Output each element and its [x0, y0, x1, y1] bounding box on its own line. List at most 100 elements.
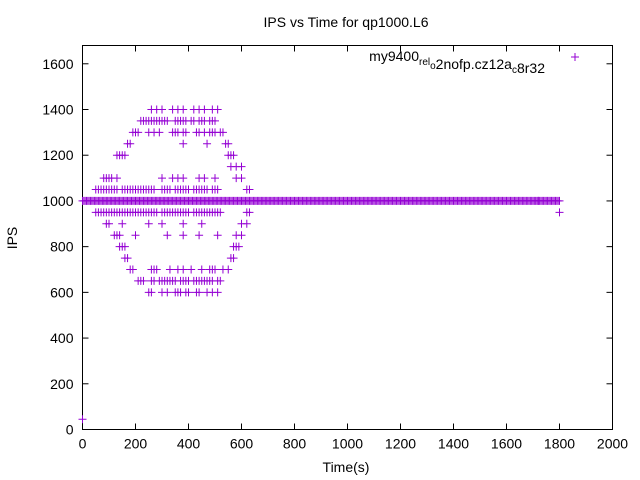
- x-tick-label: 1000: [332, 436, 363, 452]
- data-point: [184, 288, 193, 297]
- data-point: [134, 128, 143, 137]
- data-point: [242, 219, 251, 228]
- y-tick-label: 1400: [42, 102, 73, 118]
- x-tick-label: 1400: [438, 436, 469, 452]
- legend-label-part: rel: [419, 57, 430, 68]
- legend-label-part: my9400: [369, 48, 419, 64]
- data-point: [245, 208, 254, 217]
- data-point: [163, 288, 172, 297]
- x-axis-label: Time(s): [323, 459, 370, 475]
- data-point: [152, 265, 161, 274]
- legend-marker-plus: [571, 53, 579, 61]
- plot-frame: [82, 45, 613, 430]
- y-tick-label: 1600: [42, 56, 73, 72]
- legend: my9400relo2nofp.cz12ac8r32: [369, 48, 579, 76]
- data-point: [213, 105, 222, 114]
- data-point: [155, 128, 164, 137]
- data-point: [112, 174, 121, 183]
- x-tick-label: 600: [230, 436, 254, 452]
- data-point: [147, 288, 156, 297]
- data-point: [78, 415, 87, 424]
- y-tick-label: 1000: [42, 193, 73, 209]
- data-point: [187, 265, 196, 274]
- data-point: [195, 231, 204, 240]
- data-points: [78, 105, 564, 424]
- data-point: [224, 265, 233, 274]
- data-point: [245, 185, 254, 194]
- data-point: [203, 139, 212, 148]
- data-point: [213, 185, 222, 194]
- data-point: [234, 242, 243, 251]
- data-point: [555, 196, 564, 205]
- data-point: [144, 219, 153, 228]
- data-point: [123, 254, 132, 263]
- legend-label: my9400relo2nofp.cz12ac8r32: [369, 48, 545, 76]
- chart-title: IPS vs Time for qp1000.L6: [264, 14, 429, 30]
- data-point: [195, 288, 204, 297]
- data-point: [211, 265, 219, 274]
- x-tick-label: 1200: [385, 436, 416, 452]
- data-point: [200, 105, 209, 114]
- data-point: [211, 174, 219, 183]
- data-point: [179, 174, 188, 183]
- data-point: [181, 128, 190, 137]
- data-point: [158, 219, 166, 228]
- data-point: [126, 139, 135, 148]
- data-point: [237, 174, 246, 183]
- data-point: [131, 231, 140, 240]
- data-point: [218, 128, 227, 137]
- legend-label-part: c: [512, 65, 517, 76]
- y-tick-label: 800: [50, 239, 74, 255]
- legend-marker: [571, 53, 579, 61]
- x-tick-label: 1800: [544, 436, 575, 452]
- data-point: [237, 162, 246, 171]
- data-point: [211, 116, 219, 125]
- data-point: [179, 265, 188, 274]
- data-point: [213, 231, 222, 240]
- data-point: [224, 139, 233, 148]
- data-point: [237, 231, 246, 240]
- x-tick-label: 2000: [597, 436, 628, 452]
- data-point: [179, 219, 188, 228]
- y-tick-label: 1200: [42, 147, 73, 163]
- data-point: [158, 174, 166, 183]
- legend-label-part: o: [430, 61, 436, 72]
- data-point: [115, 231, 124, 240]
- data-point: [179, 105, 188, 114]
- data-point: [197, 219, 206, 228]
- data-point: [179, 139, 188, 148]
- y-tick-label: 400: [50, 330, 74, 346]
- data-point: [229, 254, 238, 263]
- data-point: [163, 116, 172, 125]
- x-tick-label: 1600: [491, 436, 522, 452]
- legend-label-part: 8r32: [517, 60, 545, 76]
- data-point: [213, 288, 222, 297]
- data-point: [229, 151, 238, 160]
- y-tick-label: 600: [50, 284, 74, 300]
- y-tick-label: 200: [50, 376, 74, 392]
- data-point: [120, 151, 129, 160]
- data-point: [165, 265, 174, 274]
- data-point: [197, 265, 206, 274]
- x-tick-label: 800: [283, 436, 307, 452]
- data-point: [200, 174, 209, 183]
- y-tick-label: 0: [66, 422, 74, 438]
- data-point: [163, 231, 172, 240]
- data-point: [150, 185, 159, 194]
- data-point: [105, 219, 113, 228]
- x-tick-label: 400: [177, 436, 201, 452]
- x-tick-label: 200: [124, 436, 148, 452]
- data-point: [120, 242, 129, 251]
- axis-ticks: 0 200 400 600 800 1000 1200 1400 1600 1800 2000 0 20…: [42, 45, 628, 452]
- data-point: [216, 208, 225, 217]
- x-tick-label: 0: [79, 436, 87, 452]
- legend-label-part: 2nofp.cz12a: [436, 56, 512, 72]
- data-point: [555, 208, 564, 217]
- data-point: [179, 231, 188, 240]
- data-point: [158, 105, 166, 114]
- y-axis-label: IPS: [4, 227, 20, 250]
- data-point: [128, 265, 137, 274]
- data-point: [216, 276, 225, 285]
- data-point: [139, 276, 148, 285]
